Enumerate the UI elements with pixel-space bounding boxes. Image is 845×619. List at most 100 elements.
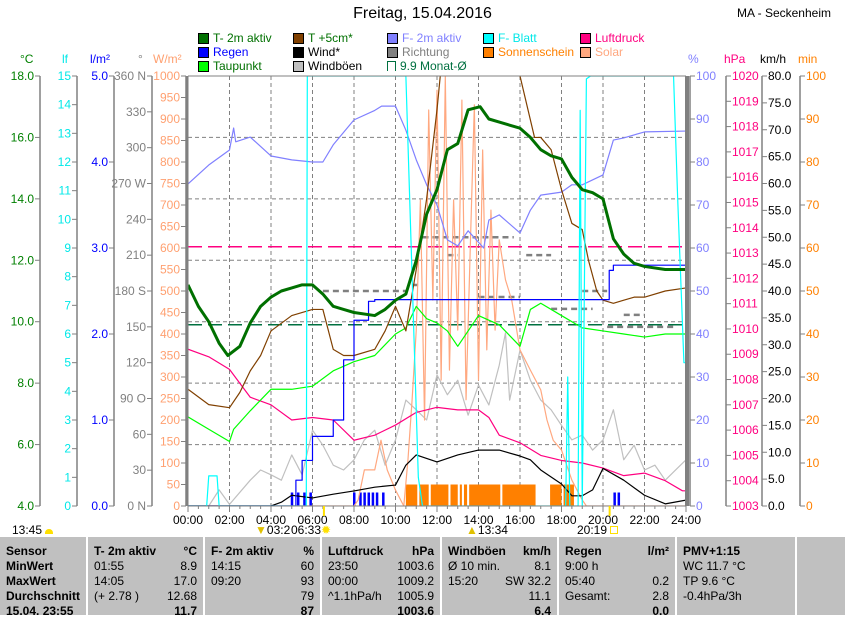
series-luftdruck [188,348,686,492]
axis-tick-label: 4.0 [17,499,34,513]
table-cell-label: Windböen [448,544,506,558]
table-cell-label: F- 2m aktiv [211,544,274,558]
sunshine-bar [405,484,418,506]
axis-unit-temp: °C [20,52,34,66]
table-row: 14:15 60 [211,559,314,574]
table-cell-label: (+ 2.78 ) [94,589,140,603]
legend-item: T- 2m aktiv [198,31,272,45]
legend-item: Regen [198,45,248,59]
table-cell-value: km/h [522,544,551,558]
series-solar [188,76,686,506]
legend-item: F- 2m aktiv [387,31,461,45]
axis-tick-label: 9 [64,241,71,255]
table-cell-label: 23:50 [328,559,359,573]
legend-label: Solar [595,45,624,59]
axis-tick-label: 6.0 [17,438,34,452]
axis-tick-label: 30 [696,370,710,384]
axis-tick-label: 1000 [153,69,180,83]
x-tick-label: 14:00 [463,513,493,527]
sunshine-bar [463,484,468,506]
table-row: 01:55 8.9 [94,559,197,574]
summary-table: Sensor MinWert MaxWert Durchschnitt 15.04. 2… [0,537,845,618]
axis-tick-label: 1006 [732,423,759,437]
axis-tick-label: 60 [696,241,710,255]
axis-tick-label: 1007 [732,398,759,412]
table-cell-label: WC 11.7 °C [683,559,746,573]
axis-tick-label: 1017 [732,145,759,159]
x-tick-label: 10:00 [380,513,410,527]
axis-tick-label: 1003 [732,499,759,513]
axis-tick-label: 0.0 [768,499,785,513]
legend-swatch-icon [483,46,494,58]
table-row: -0.4hPa/3h [683,589,789,604]
axis-tick-label: 950 [160,91,180,105]
axis-tick-label: 10 [58,212,72,226]
axis-tick-label: 40 [696,327,710,341]
table-row: Regen l/m² [565,544,669,559]
x-tick-label: 18:00 [546,513,576,527]
axis-tick-label: 0 [806,499,813,513]
axis-tick-label: 70 [806,198,820,212]
axis-tick-label: 70 [696,198,710,212]
table-cell-label: 01:55 [94,559,125,573]
axis-tick-label: 500 [160,284,180,298]
table-row: 15.04. 23:55 [6,604,80,619]
table-column: T- 2m aktiv °C 01:55 8.9 14:05 17.0 (+ 2.78 ) 1… [88,537,205,618]
table-row: 15:20 SW 32.2 [448,574,551,589]
table-row: TP 9.6 °C [683,574,789,589]
axis-tick-label: 10.0 [11,315,35,329]
sunshine-bar [419,484,429,506]
axis-tick-label: 10.0 [768,445,792,459]
rain-bar [617,492,621,506]
table-cell-label: 15.04. 23:55 [6,604,74,618]
moonset-icon: ▼ [255,523,267,537]
axis-tick-label: 1009 [732,347,759,361]
axis-tick-label: 8 [64,270,71,284]
axis-tick-label: 400 [160,327,180,341]
legend-label: Richtung [402,45,450,59]
series-wind- [188,449,686,506]
legend-item: Richtung [387,45,449,59]
rain-bar [375,492,379,506]
axis-tick-label: 80 [806,155,820,169]
table-cell-value: % [303,544,314,558]
table-cell-label: MinWert [6,559,54,573]
axis-tick-label: 300 [126,141,146,155]
axis-tick-label: 1012 [732,271,759,285]
table-row: 05:40 0.2 [565,574,669,589]
table-row: 6.4 [448,604,551,619]
table-cell-value: 79 [300,589,314,603]
table-row: 11.1 [448,589,551,604]
weather-chart: °C4.06.08.010.012.014.016.018.0lf0123456… [11,52,827,527]
axis-tick-label: 550 [160,263,180,277]
legend-label: Sonnenschein [498,45,575,59]
axis-tick-label: 0 [696,499,703,513]
table-cell-value: SW 32.2 [504,574,551,588]
table-row: 09:20 93 [211,574,314,589]
table-cell-label: TP 9.6 °C [683,574,735,588]
table-cell-value: l/m² [647,544,669,558]
axis-tick-label: 100 [696,69,716,83]
table-column: Regen l/m² 9:00 h 05:40 0.2 Gesamt: 2.8 0.0 [559,537,677,618]
axis-tick-label: 0 [173,499,180,513]
rain-bar [303,492,306,506]
series-regen [188,264,686,506]
axis-tick-label: 45.0 [768,257,792,271]
table-row: 0.0 [565,604,669,619]
sunshine-bar [563,484,574,506]
legend-item: 9.9 Monat-Ø [387,59,467,73]
sunrise-time: 06:33 [291,523,322,537]
table-row: 14:05 17.0 [94,574,197,589]
rain-bar [309,492,312,506]
table-cell-label: Regen [565,544,602,558]
legend-label: Wind* [308,45,341,59]
x-tick-label: 00:00 [173,513,203,527]
table-row: T- 2m aktiv °C [94,544,197,559]
axis-tick-label: 1 [64,470,71,484]
axis-tick-label: 10 [806,456,820,470]
axis-tick-label: 5 [64,356,71,370]
axis-tick-label: 210 [126,248,146,262]
axis-tick-label: 10 [696,456,710,470]
table-cell-value: 87 [300,604,314,618]
rain-bar [363,492,366,506]
